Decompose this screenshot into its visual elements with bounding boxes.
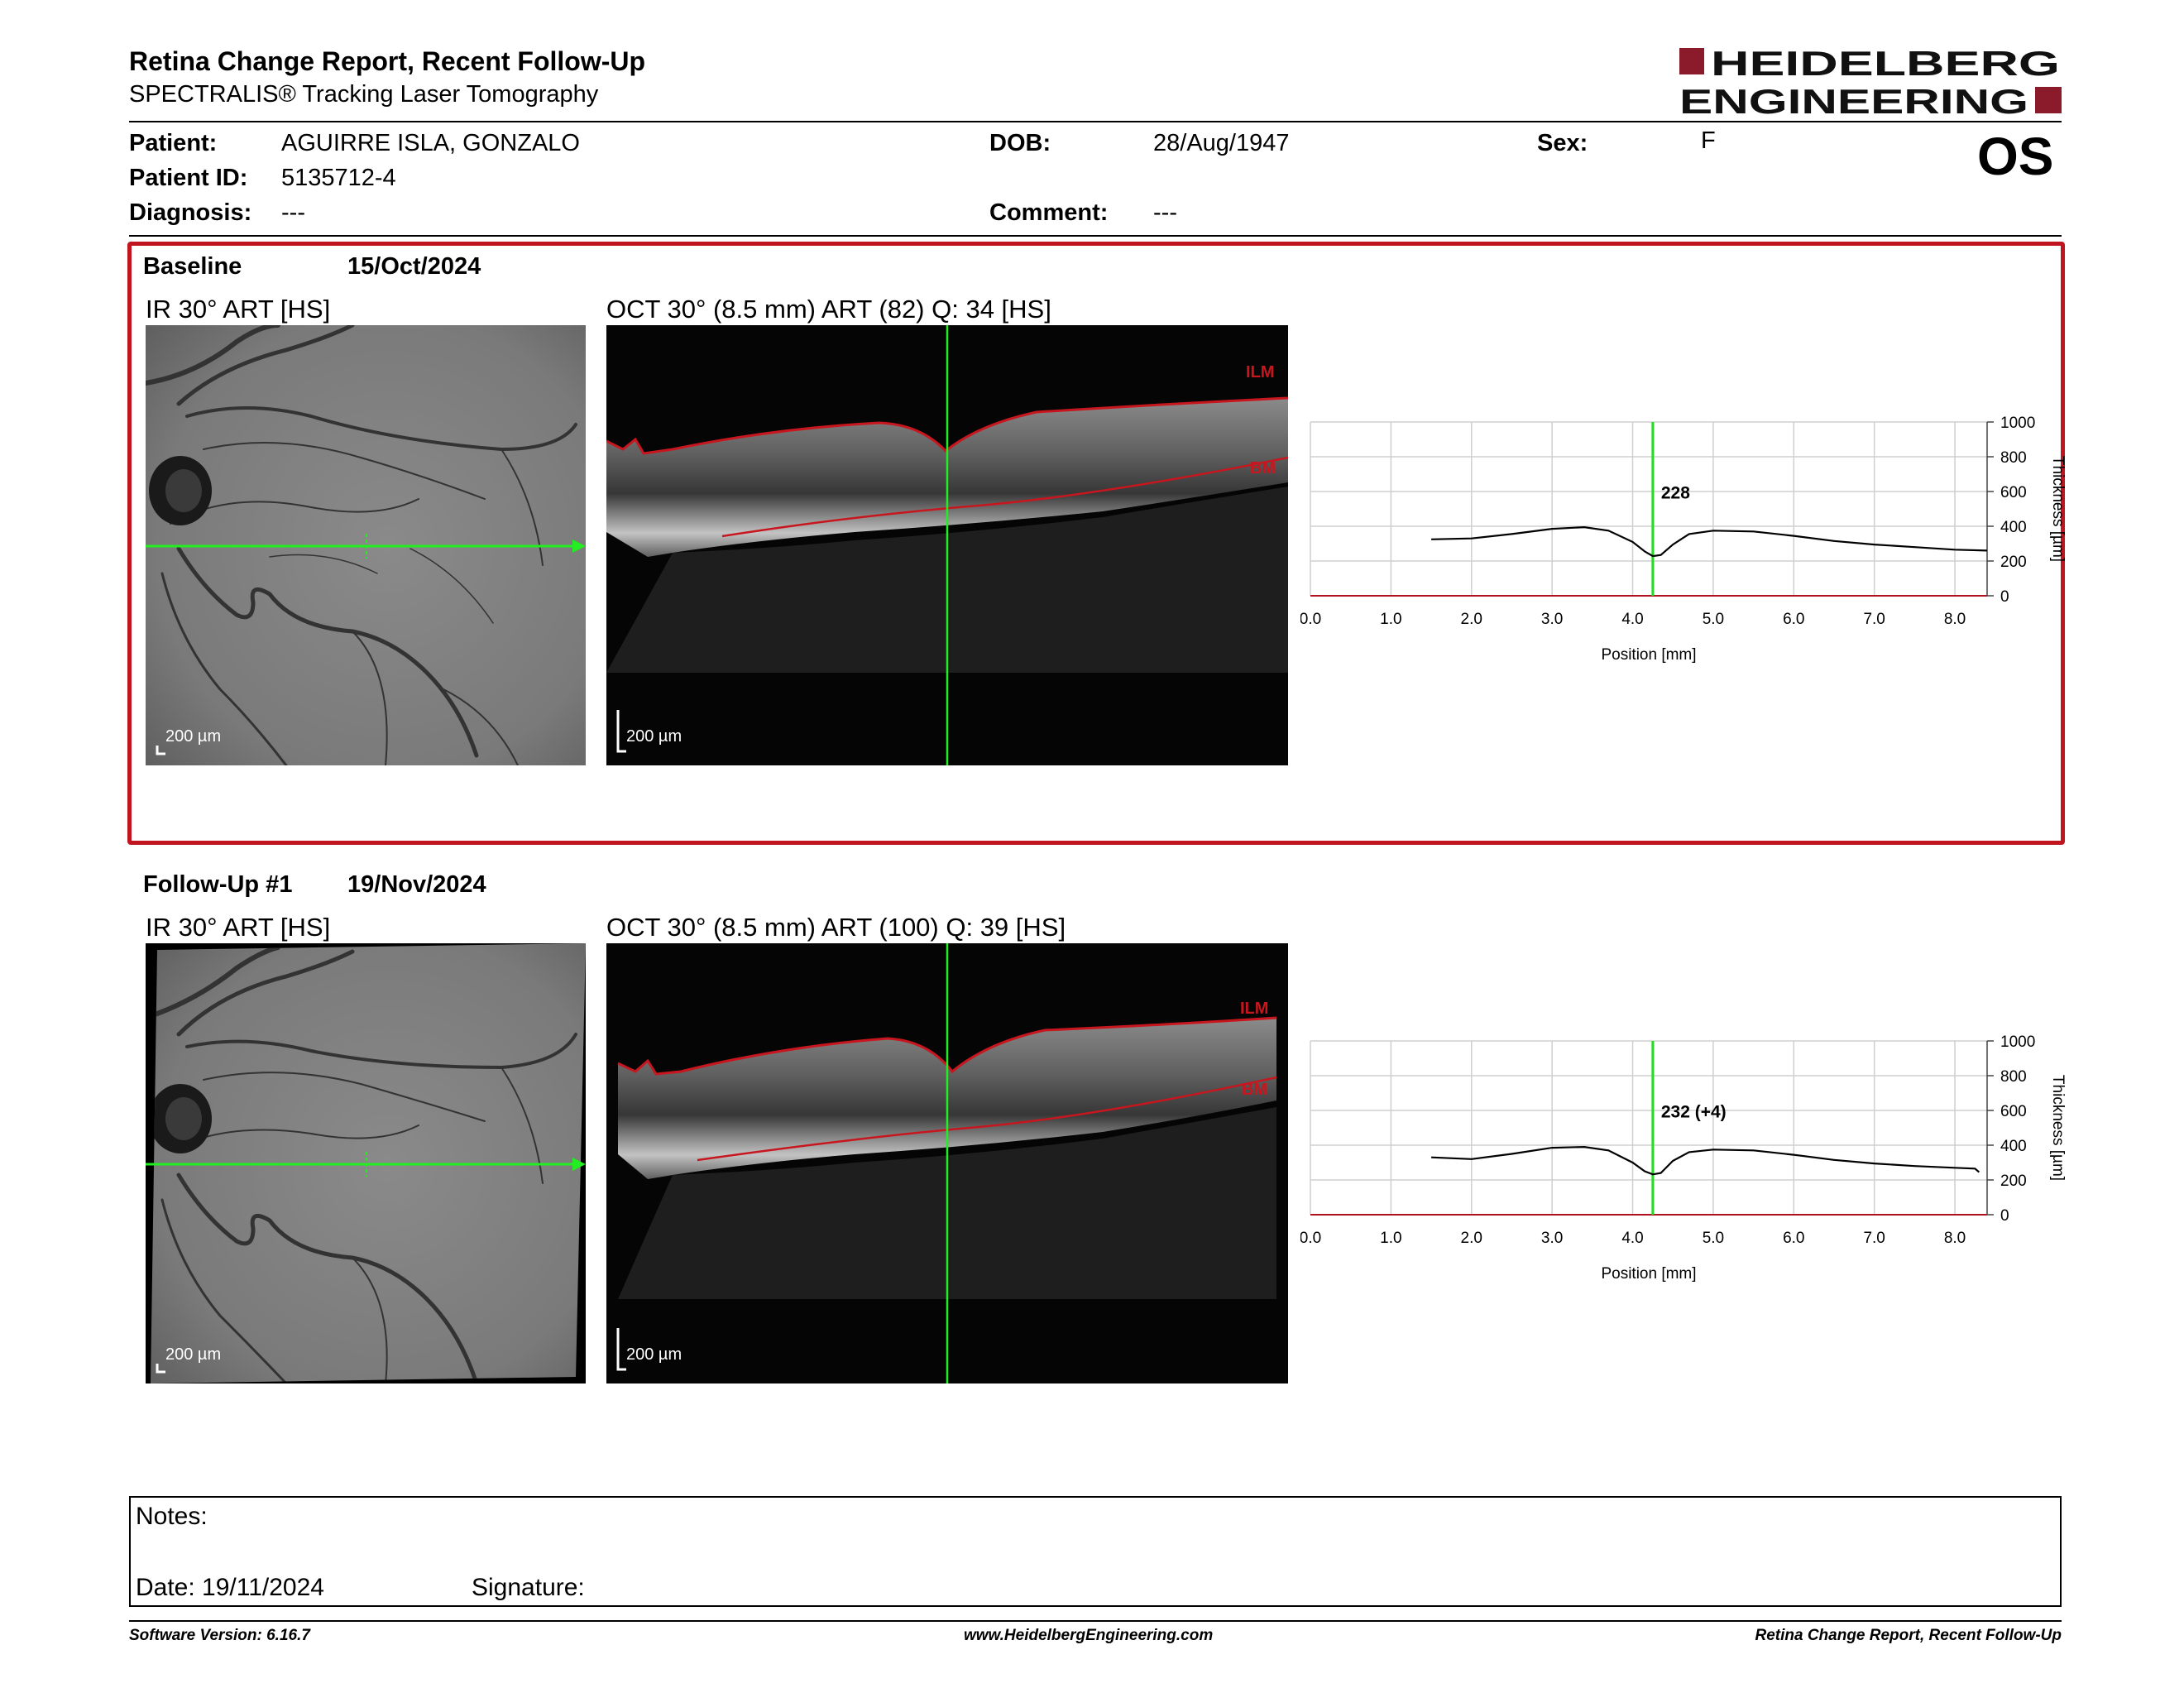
y-tick-label: 800 xyxy=(2000,1068,2027,1086)
sex-value: F xyxy=(1701,127,1716,154)
followup-ir-label: IR 30° ART [HS] xyxy=(146,913,331,942)
baseline-label: Baseline xyxy=(143,253,242,280)
notes-label: Notes: xyxy=(136,1503,208,1530)
y-axis-label: Thickness [µm] xyxy=(2049,1075,2067,1181)
marker-value-label: 232 (+4) xyxy=(1661,1102,1727,1121)
x-tick-label: 7.0 xyxy=(1863,611,1885,628)
baseline-ir-scale: 200 µm xyxy=(165,727,222,746)
x-tick-label: 2.0 xyxy=(1461,1230,1482,1247)
followup-bm-label: BM xyxy=(1242,1081,1268,1099)
y-tick-label: 600 xyxy=(2000,1103,2027,1120)
report-title: Retina Change Report, Recent Follow-Up xyxy=(129,46,646,76)
header-divider xyxy=(129,121,2062,122)
dob-value: 28/Aug/1947 xyxy=(1153,130,1290,156)
patient-name: AGUIRRE ISLA, GONZALO xyxy=(281,130,580,156)
thickness-plot: 0 200 400 600 800 1000 0.0 1.0 2.0 3.0 4.0 5.0 6.0 7.… xyxy=(1300,415,2067,664)
followup-oct-image: ILM BM 200 µm xyxy=(606,943,1288,1383)
y-axis-label: Thickness [µm] xyxy=(2049,456,2067,562)
report-subtitle: SPECTRALIS® Tracking Laser Tomography xyxy=(129,81,599,108)
footer-divider xyxy=(129,1620,2062,1622)
x-tick-label: 0.0 xyxy=(1300,611,1321,628)
notes-date: Date: 19/11/2024 xyxy=(136,1574,324,1601)
thickness-plot: 0 200 400 600 800 1000 0.0 1.0 2.0 3.0 4.0 5.0 6.0 7.… xyxy=(1300,1033,2067,1283)
x-tick-label: 1.0 xyxy=(1380,1230,1401,1247)
patient-label: Patient: xyxy=(129,130,218,156)
footer-website[interactable]: www.HeidelbergEngineering.com xyxy=(964,1627,1214,1644)
x-axis-label: Position [mm] xyxy=(1601,646,1696,664)
baseline-oct-label: OCT 30° (8.5 mm) ART (82) Q: 34 [HS] xyxy=(606,295,1051,324)
followup-fundus-graphic xyxy=(146,943,586,1383)
baseline-date: 15/Oct/2024 xyxy=(347,253,481,280)
followup-oct-label: OCT 30° (8.5 mm) ART (100) Q: 39 [HS] xyxy=(606,913,1066,942)
x-tick-label: 5.0 xyxy=(1703,611,1724,628)
dob-label: DOB: xyxy=(989,130,1051,156)
baseline-fundus-graphic xyxy=(146,325,586,765)
patient-id-label: Patient ID: xyxy=(129,165,248,191)
y-tick-label: 1000 xyxy=(2000,1033,2035,1051)
patient-id-value: 5135712-4 xyxy=(281,165,396,191)
baseline-thickness-chart: 0 200 400 600 800 1000 0.0 1.0 2.0 3.0 4.0 5.0 6.0 7.… xyxy=(1300,407,2070,680)
comment-label: Comment: xyxy=(989,199,1109,226)
thickness-line xyxy=(1431,525,1988,558)
x-tick-label: 4.0 xyxy=(1621,611,1643,628)
followup-label: Follow-Up #1 xyxy=(143,871,293,898)
x-axis-label: Position [mm] xyxy=(1601,1265,1696,1283)
followup-oct-scale: 200 µm xyxy=(626,1345,682,1364)
x-tick-label: 6.0 xyxy=(1783,611,1804,628)
y-tick-label: 400 xyxy=(2000,519,2027,536)
thickness-line xyxy=(1431,1145,1980,1176)
x-tick-label: 0.0 xyxy=(1300,1230,1321,1247)
x-tick-label: 7.0 xyxy=(1863,1230,1885,1247)
baseline-oct-graphic xyxy=(606,325,1288,765)
baseline-ilm-label: ILM xyxy=(1246,363,1275,381)
y-tick-label: 400 xyxy=(2000,1138,2027,1155)
footer-report-name: Retina Change Report, Recent Follow-Up xyxy=(1755,1627,2062,1644)
x-tick-label: 4.0 xyxy=(1621,1230,1643,1247)
baseline-section xyxy=(127,242,2065,845)
y-tick-label: 1000 xyxy=(2000,415,2035,432)
y-tick-label: 0 xyxy=(2000,1207,2009,1225)
diagnosis-value: --- xyxy=(281,199,305,226)
y-tick-label: 0 xyxy=(2000,588,2009,606)
comment-value: --- xyxy=(1153,199,1177,226)
followup-ilm-label: ILM xyxy=(1240,1000,1269,1018)
logo-text-bottom: ENGINEERING xyxy=(1679,82,2028,117)
x-tick-label: 3.0 xyxy=(1541,1230,1563,1247)
followup-oct-graphic xyxy=(606,943,1288,1383)
patient-divider xyxy=(129,235,2062,237)
x-tick-label: 8.0 xyxy=(1944,1230,1966,1247)
followup-ir-scale: 200 µm xyxy=(165,1345,222,1364)
baseline-bm-label: BM xyxy=(1250,459,1276,477)
notes-signature: Signature: xyxy=(472,1574,585,1601)
y-tick-label: 600 xyxy=(2000,484,2027,501)
baseline-ir-image: 200 µm xyxy=(146,325,586,765)
heidelberg-logo: HEIDELBERG ENGINEERING xyxy=(1679,46,2062,117)
x-tick-label: 1.0 xyxy=(1380,611,1401,628)
diagnosis-label: Diagnosis: xyxy=(129,199,252,226)
marker-value-label: 228 xyxy=(1661,483,1690,502)
x-tick-label: 8.0 xyxy=(1944,611,1966,628)
baseline-oct-scale: 200 µm xyxy=(626,727,682,746)
baseline-ir-label: IR 30° ART [HS] xyxy=(146,295,331,324)
followup-date: 19/Nov/2024 xyxy=(347,871,486,898)
eye-indicator: OS xyxy=(1977,127,2054,186)
notes-box[interactable]: Notes: Date: 19/11/2024 Signature: xyxy=(129,1496,2062,1607)
x-tick-label: 2.0 xyxy=(1461,611,1482,628)
y-tick-label: 200 xyxy=(2000,1172,2027,1190)
x-tick-label: 5.0 xyxy=(1703,1230,1724,1247)
followup-ir-image: 200 µm xyxy=(146,943,586,1383)
baseline-oct-image: ILM BM 200 µm xyxy=(606,325,1288,765)
logo-text-top: HEIDELBERG xyxy=(1711,46,2060,83)
y-tick-label: 800 xyxy=(2000,449,2027,467)
y-tick-label: 200 xyxy=(2000,554,2027,571)
sex-label: Sex: xyxy=(1537,130,1588,156)
x-tick-label: 3.0 xyxy=(1541,611,1563,628)
footer-software-version: Software Version: 6.16.7 xyxy=(129,1627,310,1644)
x-tick-label: 6.0 xyxy=(1783,1230,1804,1247)
followup-thickness-chart: 0 200 400 600 800 1000 0.0 1.0 2.0 3.0 4.0 5.0 6.0 7.… xyxy=(1300,1026,2070,1299)
